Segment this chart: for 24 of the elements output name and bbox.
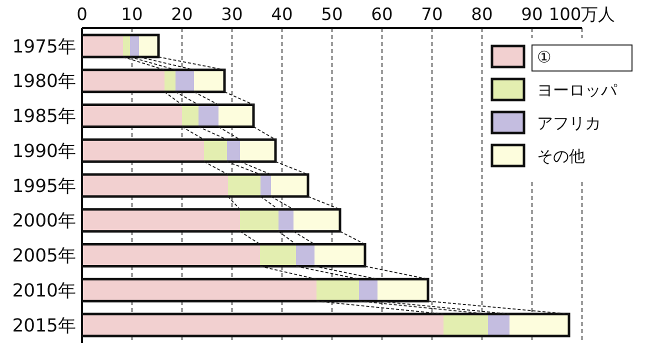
y-tick-label: 1980年 [12, 71, 76, 92]
y-tick-label: 2005年 [12, 246, 76, 267]
y-tick-label: 2000年 [12, 210, 76, 232]
y-tick-label: 1990年 [12, 140, 76, 162]
x-tick-label: 30 [221, 5, 243, 25]
legend-label: ヨーロッパ [537, 80, 618, 100]
x-tick-label: 50 [321, 5, 343, 25]
x-tick-label: 100万人 [548, 5, 616, 25]
y-tick-label: 1995年 [12, 176, 76, 197]
x-tick-label: 80 [471, 5, 493, 25]
x-tick-label: 20 [171, 5, 193, 25]
legend-label: アフリカ [537, 114, 601, 133]
y-tick-label: 1975年 [12, 36, 76, 58]
y-tick-label: 1985年 [12, 106, 76, 128]
y-tick-label: 2015年 [12, 315, 76, 336]
x-tick-label: 70 [421, 5, 443, 25]
x-tick-label: 40 [271, 5, 293, 25]
x-tick-label: 60 [371, 5, 393, 25]
x-tick-label: 90 [521, 5, 543, 25]
legend-label: ① [537, 48, 552, 67]
x-tick-label: 0 [76, 5, 88, 25]
y-tick-label: 2010年 [12, 280, 76, 302]
x-tick-label: 10 [121, 5, 143, 25]
legend-label: その他 [537, 146, 585, 166]
